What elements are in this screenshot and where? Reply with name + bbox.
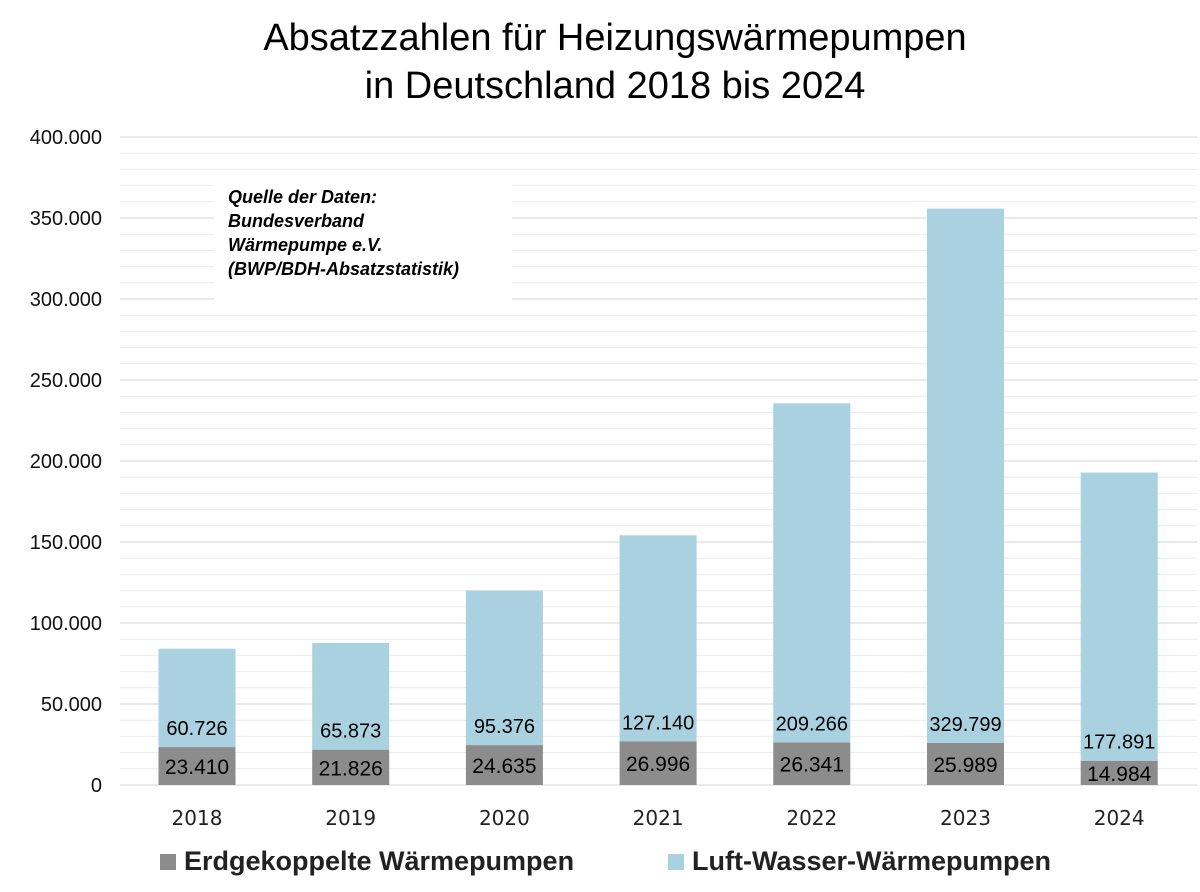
x-tick-label: 2023 — [940, 806, 991, 830]
data-label-erdgekoppelte: 26.996 — [626, 753, 690, 776]
data-label-erdgekoppelte: 26.341 — [780, 754, 844, 777]
chart-title: Absatzzahlen für Heizungswärmepumpen in … — [0, 14, 1200, 110]
annotation-line: (BWP/BDH-Absatzstatistik) — [228, 259, 459, 279]
y-tick-label: 300.000 — [30, 289, 102, 311]
data-label-erdgekoppelte: 21.826 — [319, 757, 383, 780]
data-label-luft-wasser: 95.376 — [474, 716, 535, 738]
bar-erdgekoppelte — [465, 745, 543, 785]
bars: 23.410 60.726 21.826 65.873 24.635 95.376 26.9… — [158, 208, 1158, 786]
y-tick-label: 400.000 — [30, 127, 102, 149]
bar-luft-wasser — [1080, 472, 1158, 761]
y-tick-label: 200.000 — [30, 451, 102, 473]
data-label-erdgekoppelte: 24.635 — [472, 755, 536, 778]
data-label-erdgekoppelte: 23.410 — [165, 756, 229, 779]
bar-luft-wasser — [773, 403, 851, 743]
legend-swatch-erdgekoppelte — [160, 853, 176, 870]
annotation-line: Quelle der Daten: — [228, 187, 377, 207]
bar-erdgekoppelte — [619, 741, 697, 785]
annotation-box — [214, 178, 512, 302]
bar-erdgekoppelte — [927, 742, 1004, 785]
x-tick-label: 2021 — [633, 806, 684, 830]
legend-item-luft-wasser: Luft-Wasser-Wärmepumpen — [668, 846, 1051, 877]
chart-title-line-1: Absatzzahlen für Heizungswärmepumpen — [263, 17, 967, 59]
y-tick-label: 150.000 — [30, 532, 102, 554]
data-label-erdgekoppelte: 14.984 — [1087, 763, 1152, 786]
legend-label-luft-wasser: Luft-Wasser-Wärmepumpen — [692, 846, 1052, 876]
bar-erdgekoppelte — [312, 749, 390, 785]
bar-luft-wasser — [465, 590, 543, 746]
data-label-luft-wasser: 209.266 — [776, 713, 848, 735]
x-tick-label: 2020 — [479, 806, 530, 830]
y-tick-label: 50.000 — [41, 694, 102, 716]
bar-luft-wasser — [158, 648, 236, 748]
y-tick-label: 350.000 — [30, 208, 102, 230]
legend: Erdgekoppelte Wärmepumpen Luft-Wasser-Wä… — [0, 846, 1200, 886]
source-annotation: Quelle der Daten: Bundesverband Wärmepumpe… — [214, 178, 512, 302]
x-tick-label: 2018 — [172, 806, 223, 830]
bar-luft-wasser — [619, 535, 697, 742]
data-label-luft-wasser: 65.873 — [320, 721, 381, 743]
x-axis-tick-labels: 2018 2019 2020 2021 2022 2023 2024 — [172, 806, 1145, 830]
x-tick-label: 2019 — [325, 806, 376, 830]
y-tick-label: 0 — [91, 775, 102, 797]
data-label-luft-wasser: 60.726 — [166, 718, 227, 740]
bar-luft-wasser — [927, 208, 1004, 743]
legend-label-erdgekoppelte: Erdgekoppelte Wärmepumpen — [184, 846, 575, 876]
legend-item-erdgekoppelte: Erdgekoppelte Wärmepumpen — [160, 846, 574, 877]
bar-erdgekoppelte — [158, 747, 236, 785]
data-label-erdgekoppelte: 25.989 — [933, 754, 997, 777]
annotation-line: Wärmepumpe e.V. — [228, 235, 382, 255]
bar-erdgekoppelte — [773, 742, 851, 785]
data-label-luft-wasser: 329.799 — [929, 714, 1001, 736]
annotation-line: Bundesverband — [228, 211, 365, 231]
data-label-luft-wasser: 127.140 — [622, 712, 694, 734]
bar-luft-wasser — [312, 642, 390, 750]
y-tick-label: 100.000 — [30, 613, 102, 635]
y-tick-label: 250.000 — [30, 370, 102, 392]
x-tick-label: 2022 — [786, 806, 837, 830]
y-axis-tick-labels: 0 50.000 100.000 150.000 200.000 250.000 300.0… — [30, 127, 102, 797]
x-tick-label: 2024 — [1094, 806, 1145, 830]
data-label-luft-wasser: 177.891 — [1083, 732, 1155, 754]
chart-title-line-2: in Deutschland 2018 bis 2024 — [364, 65, 866, 107]
legend-swatch-luft-wasser — [668, 853, 684, 870]
bar-erdgekoppelte — [1080, 760, 1158, 785]
